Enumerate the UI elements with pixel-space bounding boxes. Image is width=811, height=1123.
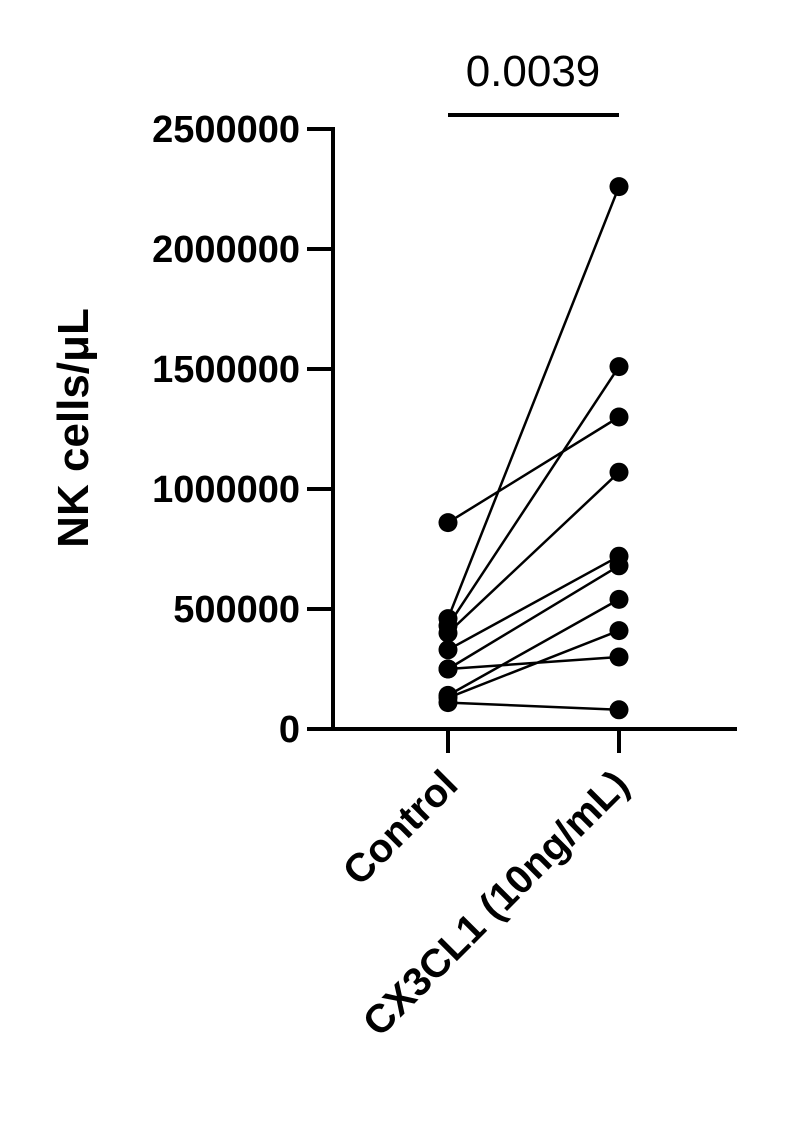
data-point-treated — [609, 177, 629, 197]
pair-lines — [446, 186, 621, 712]
data-point-treated — [609, 589, 629, 609]
y-tick-label: 2000000 — [152, 229, 300, 271]
data-point-control — [438, 659, 458, 679]
y-tick-label: 1000000 — [152, 469, 300, 511]
pair-line — [446, 186, 621, 620]
pair-line — [447, 629, 620, 699]
data-point-control — [438, 623, 458, 643]
axes: 0 500000 1000000 1500000 2000000 2500000 Contr… — [152, 109, 737, 1045]
data-point-control — [438, 640, 458, 660]
data-point-treated — [609, 647, 629, 667]
data-point-control — [438, 693, 458, 713]
data-point-control — [438, 513, 458, 533]
pair-line — [447, 471, 620, 634]
data-point-treated — [609, 462, 629, 482]
y-tick-label: 2500000 — [152, 109, 300, 151]
y-tick-label: 500000 — [173, 589, 300, 631]
pair-line — [447, 701, 620, 712]
pair-line — [447, 598, 620, 697]
pair-line — [447, 564, 620, 671]
y-tick-label: 1500000 — [152, 349, 300, 391]
y-tick-label: 0 — [279, 709, 300, 751]
data-point-treated — [609, 407, 629, 427]
labels: NK cells/μL 0.0039 — [49, 47, 619, 548]
x-category-label: Control — [335, 762, 467, 894]
pair-line — [447, 555, 620, 651]
data-point-treated — [609, 700, 629, 720]
pair-line — [446, 365, 621, 627]
data-point-treated — [609, 357, 629, 377]
significance-p-value: 0.0039 — [466, 47, 601, 96]
y-axis-title: NK cells/μL — [49, 308, 98, 548]
data-points — [438, 177, 629, 720]
pair-line — [447, 415, 620, 524]
data-point-treated — [609, 621, 629, 641]
data-point-treated — [609, 556, 629, 576]
